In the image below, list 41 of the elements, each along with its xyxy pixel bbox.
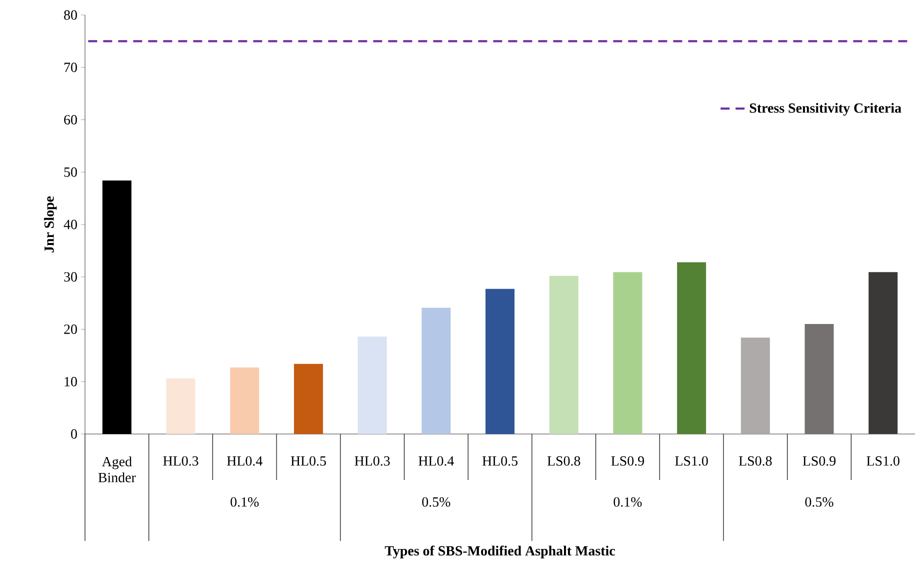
legend-label: Stress Sensitivity Criteria — [750, 102, 902, 116]
y-tick-label: 30 — [64, 272, 77, 282]
x-tick-label: Aged Binder — [98, 456, 136, 482]
x-tick-label: LS0.9 — [802, 456, 836, 466]
text: 0.1% — [614, 497, 642, 507]
x-tick-label: HL0.4 — [418, 456, 454, 466]
bar — [549, 276, 578, 434]
text: 0.5% — [805, 497, 834, 507]
x-tick-label: HL0.5 — [290, 456, 326, 466]
x-tick-label: HL0.5 — [482, 456, 518, 466]
y-tick-label: 10 — [64, 376, 77, 386]
text: 0.1% — [230, 497, 259, 507]
y-axis-title: Jnr Slope — [44, 196, 57, 252]
x-tick-label: LS0.8 — [547, 456, 580, 466]
y-tick-label: 50 — [64, 167, 77, 177]
y-tick-label: 20 — [64, 324, 77, 334]
x-tick-label: LS1.0 — [675, 456, 708, 466]
y-tick-label: 0 — [71, 429, 77, 439]
y-tick-label: 60 — [64, 115, 77, 124]
bar — [422, 308, 451, 434]
x-tick-label: LS1.0 — [866, 456, 900, 466]
x-tick-label: LS0.8 — [738, 456, 772, 466]
bar — [358, 336, 387, 434]
bar — [613, 272, 642, 434]
x-tick-label: HL0.3 — [354, 456, 390, 466]
text: 0.5% — [422, 497, 450, 507]
bar — [486, 288, 515, 434]
bar — [677, 262, 706, 434]
y-tick-label: 80 — [64, 10, 77, 20]
y-tick-label: 70 — [64, 62, 77, 72]
bar — [804, 324, 834, 434]
x-axis-title: Types of SBS-Modified Asphalt Mastic — [384, 546, 615, 558]
bar — [230, 367, 260, 434]
x-tick-label: LS0.9 — [611, 456, 644, 466]
bar — [740, 338, 770, 434]
bar — [166, 378, 196, 434]
x-tick-label: HL0.4 — [227, 456, 262, 466]
bar — [868, 272, 898, 434]
x-tick-label: HL0.3 — [163, 456, 198, 466]
bar — [294, 364, 323, 434]
y-tick-label: 40 — [64, 220, 77, 230]
